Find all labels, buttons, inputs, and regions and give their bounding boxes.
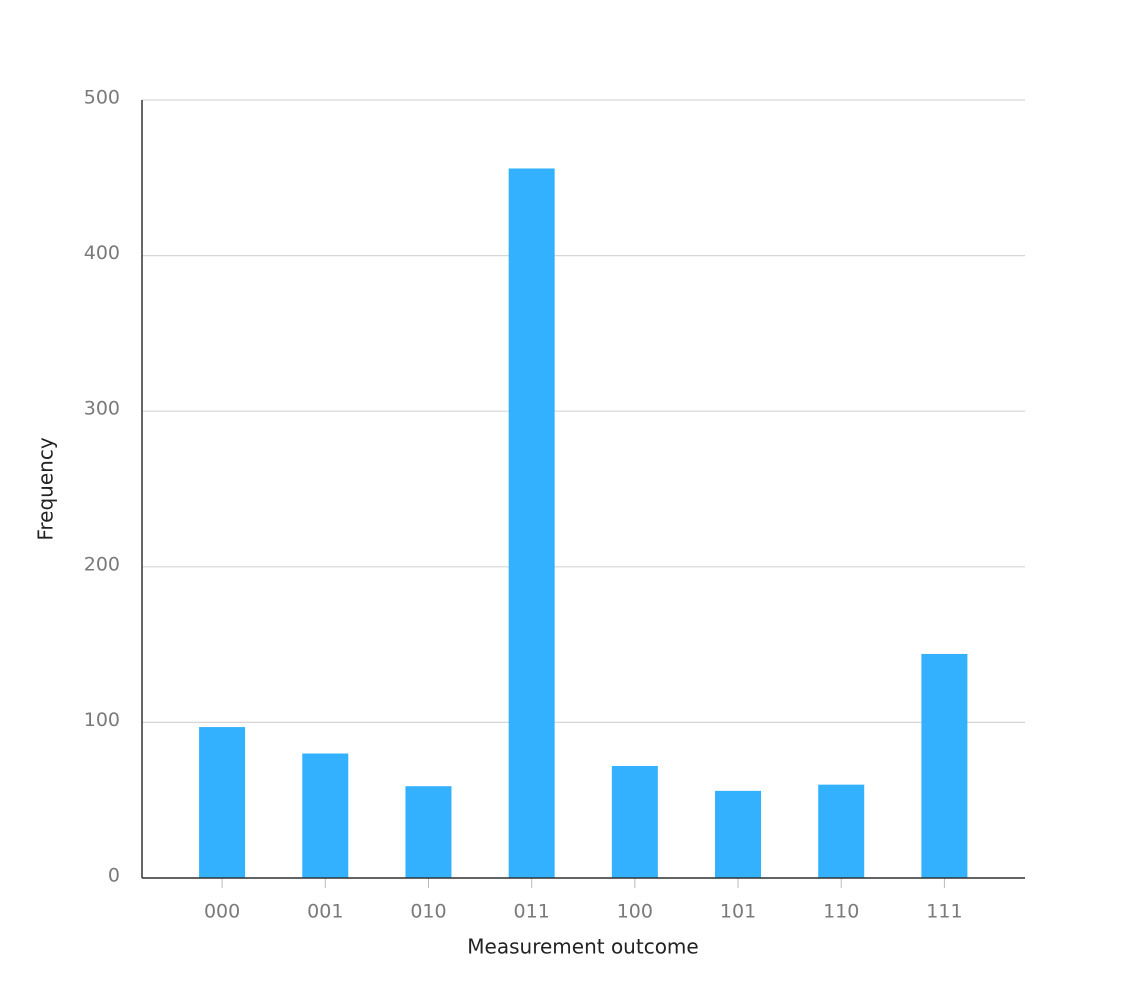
x-tick-label: 111 bbox=[926, 901, 962, 923]
y-tick-label: 500 bbox=[84, 87, 120, 109]
bar bbox=[508, 168, 555, 879]
x-tick-label: 010 bbox=[410, 901, 446, 923]
y-tick-label: 0 bbox=[108, 865, 120, 887]
x-tick-label: 110 bbox=[823, 901, 859, 923]
bar bbox=[405, 786, 452, 878]
x-tick-label: 001 bbox=[307, 901, 343, 923]
x-tick-label: 100 bbox=[617, 901, 653, 923]
bar bbox=[921, 653, 968, 878]
bar bbox=[818, 784, 865, 878]
x-tick-label: 101 bbox=[720, 901, 756, 923]
bar bbox=[302, 753, 349, 878]
x-axis-title: Measurement outcome bbox=[467, 935, 698, 959]
x-tick-label: 011 bbox=[514, 901, 550, 923]
y-tick-label: 100 bbox=[84, 709, 120, 731]
y-tick-label: 400 bbox=[84, 242, 120, 264]
y-tick-label: 200 bbox=[84, 553, 120, 575]
bar bbox=[611, 765, 658, 878]
bar bbox=[715, 790, 762, 878]
bar bbox=[199, 727, 246, 878]
y-tick-label: 300 bbox=[84, 398, 120, 420]
x-tick-label: 000 bbox=[204, 901, 240, 923]
y-axis-title: Frequency bbox=[34, 437, 58, 540]
